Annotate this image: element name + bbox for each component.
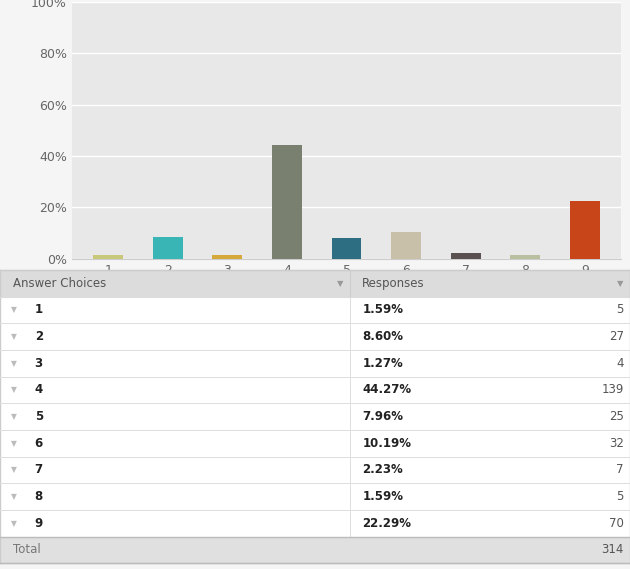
Text: 1.27%: 1.27% (362, 357, 403, 370)
Text: 25: 25 (609, 410, 624, 423)
Bar (510, 254, 540, 259)
Bar (0, 483, 630, 510)
Bar (0, 430, 630, 457)
Text: ▼: ▼ (11, 519, 17, 528)
Bar (0, 510, 630, 537)
Text: 8.60%: 8.60% (362, 330, 403, 343)
Text: ▼: ▼ (617, 279, 624, 288)
Bar (272, 145, 302, 259)
Bar (0, 323, 630, 350)
Text: 8: 8 (35, 490, 43, 503)
Text: Responses: Responses (362, 277, 425, 290)
Bar (0, 403, 630, 430)
Text: 314: 314 (601, 543, 624, 556)
Text: 5: 5 (616, 490, 624, 503)
Text: 44.27%: 44.27% (362, 384, 411, 397)
Text: 22.29%: 22.29% (362, 517, 411, 530)
Text: 4: 4 (35, 384, 43, 397)
Text: 7.96%: 7.96% (362, 410, 403, 423)
Text: 70: 70 (609, 517, 624, 530)
Text: ▼: ▼ (11, 306, 17, 315)
Text: ▼: ▼ (11, 385, 17, 394)
Text: 27: 27 (609, 330, 624, 343)
Bar (212, 255, 243, 259)
Text: 2.23%: 2.23% (362, 464, 403, 476)
Text: 6: 6 (35, 437, 43, 450)
Text: 5: 5 (616, 303, 624, 316)
Text: 7: 7 (35, 464, 43, 476)
Text: ▼: ▼ (11, 439, 17, 448)
Bar (391, 233, 421, 259)
Text: 9: 9 (35, 517, 43, 530)
Text: 32: 32 (609, 437, 624, 450)
Text: ▼: ▼ (337, 279, 343, 288)
Text: ▼: ▼ (11, 359, 17, 368)
Text: 1: 1 (35, 303, 43, 316)
Bar (331, 238, 362, 259)
Text: ▼: ▼ (11, 492, 17, 501)
Text: 7: 7 (616, 464, 624, 476)
Bar (0, 537, 630, 563)
Text: 2: 2 (35, 330, 43, 343)
Text: 10.19%: 10.19% (362, 437, 411, 450)
Text: 5: 5 (35, 410, 43, 423)
Bar (0, 377, 630, 403)
Bar (153, 237, 183, 259)
Bar (0, 296, 630, 323)
Text: 1.59%: 1.59% (362, 303, 403, 316)
Bar (93, 254, 123, 259)
Bar (0, 457, 630, 483)
Text: Answer Choices: Answer Choices (13, 277, 106, 290)
Text: 1.59%: 1.59% (362, 490, 403, 503)
Bar (450, 253, 481, 259)
Text: 4: 4 (616, 357, 624, 370)
Text: 3: 3 (35, 357, 43, 370)
Bar (570, 201, 600, 259)
Bar (0, 270, 630, 296)
Text: ▼: ▼ (11, 332, 17, 341)
Bar (0, 350, 630, 377)
Text: Total: Total (13, 543, 40, 556)
Text: 139: 139 (601, 384, 624, 397)
Text: ▼: ▼ (11, 465, 17, 475)
Text: ▼: ▼ (11, 412, 17, 421)
